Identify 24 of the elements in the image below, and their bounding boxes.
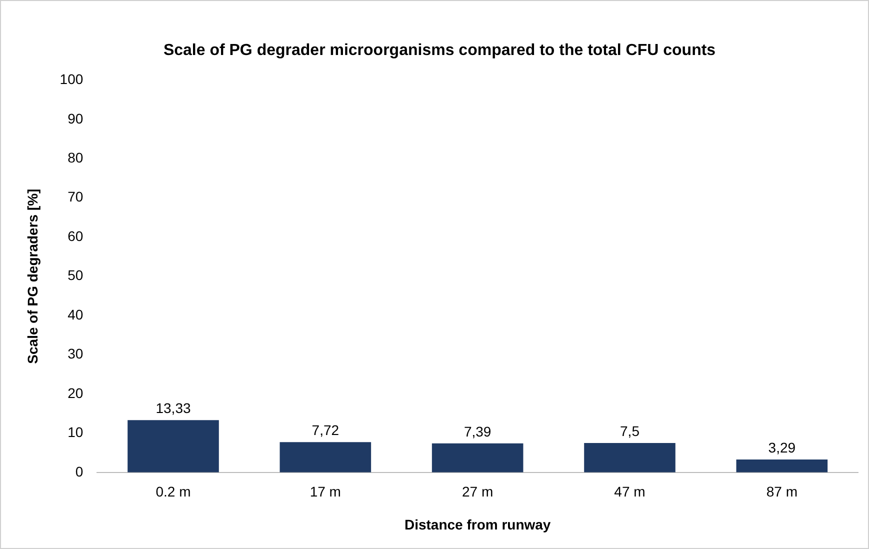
chart-title: Scale of PG degrader microorganisms compared to the total CFU counts (163, 42, 716, 60)
data-label: 7,72 (312, 422, 340, 438)
y-tick-label: 100 (60, 71, 84, 88)
x-tick-label: 0.2 m (156, 484, 191, 500)
y-tick-label: 70 (68, 188, 84, 205)
y-tick-label: 90 (68, 110, 84, 126)
y-tick-label: 10 (68, 424, 84, 440)
y-tick-label: 80 (68, 150, 84, 166)
y-tick-label: 60 (68, 228, 84, 244)
data-label: 13,33 (156, 400, 191, 416)
y-tick-label: 50 (68, 267, 84, 284)
x-tick-label: 87 m (766, 484, 798, 500)
x-tick-label: 17 m (310, 484, 341, 500)
data-label: 7,39 (464, 423, 492, 440)
y-tick-label: 30 (68, 346, 84, 362)
y-tick-label: 0 (75, 463, 84, 480)
x-tick-label: 27 m (462, 484, 494, 500)
data-label: 3,29 (768, 439, 796, 456)
y-tick-label: 40 (68, 306, 84, 322)
data-label: 7,5 (620, 422, 640, 439)
x-axis-title: Distance from runway (404, 516, 551, 532)
y-axis-title: Scale of PG degraders [%] (24, 188, 40, 364)
y-tick-label: 20 (68, 384, 84, 401)
x-tick-label: 47 m (614, 484, 646, 500)
